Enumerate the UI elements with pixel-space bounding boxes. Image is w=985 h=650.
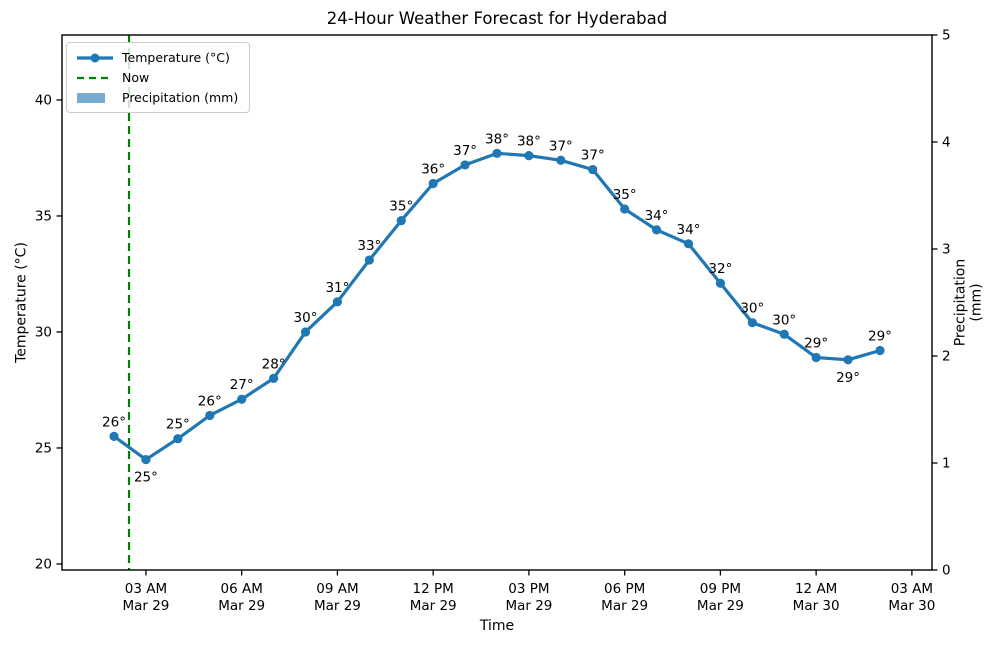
x-tick-label-date: Mar 29 xyxy=(697,598,744,614)
temperature-point-marker xyxy=(300,327,311,337)
y-right-tick-label: 3 xyxy=(942,242,951,258)
legend-item-now: Now xyxy=(76,70,238,85)
temperature-point-marker xyxy=(651,225,662,235)
precipitation-patch-swatch-icon xyxy=(76,92,114,104)
temperature-point-label: 30° xyxy=(294,310,318,326)
x-axis-label: Time xyxy=(479,618,515,634)
temperature-point-marker xyxy=(779,329,789,339)
temperature-point-marker xyxy=(524,151,534,161)
temperature-point-marker xyxy=(843,355,853,365)
temperature-point-label: 37° xyxy=(453,143,477,159)
temperature-point-label: 27° xyxy=(230,377,254,393)
legend-label-precipitation: Precipitation (mm) xyxy=(122,90,239,105)
temperature-point-marker xyxy=(109,431,119,441)
x-tick-label-date: Mar 29 xyxy=(122,598,169,614)
temperature-line xyxy=(112,151,882,462)
temperature-point-marker xyxy=(747,318,757,328)
temperature-point-marker xyxy=(268,373,279,383)
left-axis-label: Temperature (°C) xyxy=(13,242,30,363)
temperature-point-label: 25° xyxy=(166,417,190,433)
legend-item-precipitation: Precipitation (mm) xyxy=(76,90,238,105)
y-right-tick-label: 4 xyxy=(942,135,951,151)
x-tick-label-time: 09 PM xyxy=(700,581,741,597)
temperature-point-label: 29° xyxy=(836,370,860,386)
temperature-point-marker xyxy=(588,164,598,175)
temperature-point-label: 37° xyxy=(549,138,573,154)
x-tick-label-time: 12 PM xyxy=(413,581,454,597)
x-tick-label-date: Mar 29 xyxy=(601,598,648,614)
right-axis-label: Precipitation (mm) xyxy=(952,258,985,347)
temperature-point-marker xyxy=(141,454,151,465)
y-right-tick-label: 1 xyxy=(942,456,951,472)
temperature-point-label: 26° xyxy=(198,393,222,409)
temperature-point-marker xyxy=(620,204,630,214)
temperature-point-label: 28° xyxy=(262,356,286,372)
temperature-point-marker xyxy=(683,239,694,249)
temperature-point-label: 31° xyxy=(325,280,349,296)
y-right-tick-label: 2 xyxy=(942,349,951,365)
temperature-point-label: 35° xyxy=(613,187,637,203)
temperature-point-label: 29° xyxy=(804,335,828,351)
temperature-point-marker xyxy=(332,297,343,307)
y-left-tick-label: 35 xyxy=(35,208,52,224)
temperature-point-label: 37° xyxy=(581,148,605,164)
x-tick-label-time: 06 PM xyxy=(604,581,645,597)
temperature-point-label: 38° xyxy=(485,131,509,147)
now-dashed-line-swatch-icon xyxy=(76,72,114,84)
x-tick-label-time: 06 AM xyxy=(221,581,263,597)
x-tick-label-time: 12 AM xyxy=(795,581,837,597)
temperature-point-marker xyxy=(460,160,470,170)
y-left-tick-label: 25 xyxy=(35,440,52,456)
y-right-tick-label: 5 xyxy=(942,28,951,44)
temperature-point-marker xyxy=(556,155,566,165)
temperature-point-label: 25° xyxy=(134,470,158,486)
temperature-point-marker xyxy=(173,434,183,444)
temperature-point-marker xyxy=(811,352,821,363)
legend-item-temperature: Temperature (°C) xyxy=(76,50,238,65)
temperature-point-label: 29° xyxy=(868,329,892,345)
temperature-point-label: 34° xyxy=(677,222,701,238)
temperature-point-label: 30° xyxy=(772,312,796,328)
x-tick-label-time: 03 AM xyxy=(125,581,167,597)
x-tick-label-date: Mar 29 xyxy=(218,598,265,614)
temperature-point-marker xyxy=(396,216,406,226)
axes-spines xyxy=(61,34,933,571)
legend: Temperature (°C) Now Precipitation (mm) xyxy=(66,42,251,113)
y-right-tick-label: 0 xyxy=(942,563,951,579)
temperature-point-label: 30° xyxy=(740,301,764,317)
legend-label-now: Now xyxy=(122,70,150,85)
x-tick-label-time: 03 AM xyxy=(891,581,933,597)
temperature-point-marker xyxy=(237,394,247,404)
temperature-point-marker xyxy=(205,410,215,421)
chart-title: 24-Hour Weather Forecast for Hyderabad xyxy=(326,9,668,28)
y-left-tick-label: 30 xyxy=(35,324,52,340)
temperature-point-label: 36° xyxy=(421,161,445,177)
temperature-point-marker xyxy=(875,345,885,356)
temperature-point-label: 34° xyxy=(645,208,669,224)
x-tick-label-date: Mar 29 xyxy=(314,598,361,614)
temperature-point-marker xyxy=(715,278,726,288)
x-tick-label-date: Mar 30 xyxy=(888,598,935,614)
temperature-point-label: 38° xyxy=(517,134,541,150)
y-left-tick-label: 40 xyxy=(35,92,52,108)
x-tick-label-date: Mar 29 xyxy=(410,598,457,614)
temperature-point-label: 33° xyxy=(357,238,381,254)
temperature-point-label: 35° xyxy=(389,199,413,215)
x-tick-label-date: Mar 30 xyxy=(793,598,840,614)
x-tick-label-time: 03 PM xyxy=(508,581,549,597)
y-left-tick-label: 20 xyxy=(35,556,52,572)
temperature-point-marker xyxy=(428,178,438,189)
temperature-point-label: 32° xyxy=(708,261,732,277)
temperature-point-marker xyxy=(364,255,374,265)
legend-label-temperature: Temperature (°C) xyxy=(122,50,230,65)
x-tick-label-date: Mar 29 xyxy=(505,598,552,614)
temperature-point-label: 26° xyxy=(102,414,126,430)
temperature-point-marker xyxy=(492,148,502,158)
temperature-line-swatch-icon xyxy=(76,52,114,64)
x-tick-label-time: 09 AM xyxy=(316,581,358,597)
